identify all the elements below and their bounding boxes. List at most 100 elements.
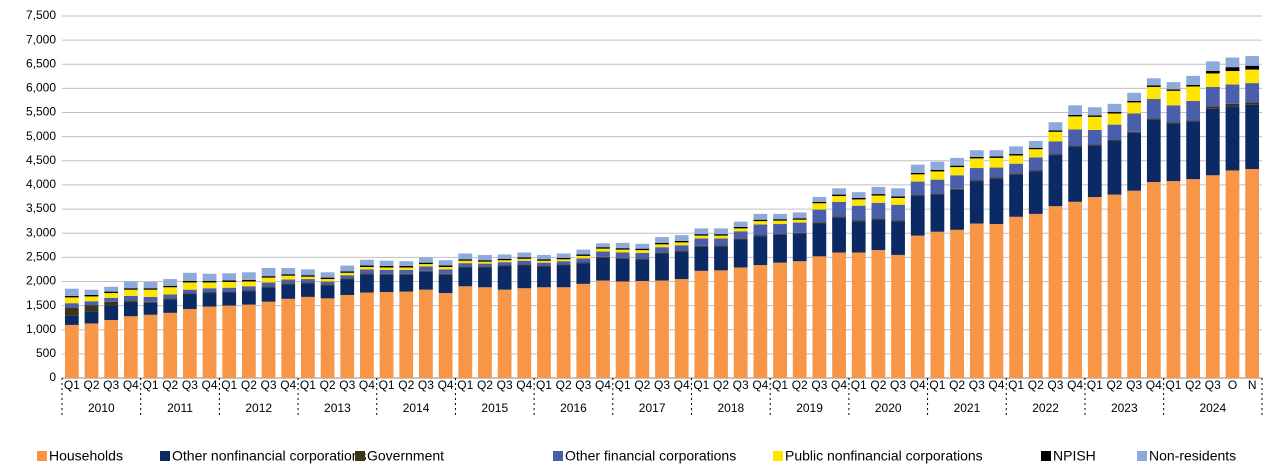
bar-segment: [242, 290, 256, 292]
bar-segment: [143, 296, 158, 302]
bar-segment: [517, 258, 532, 261]
bar-segment: [1127, 113, 1142, 132]
bar-segment: [261, 286, 276, 288]
bar-segment: [163, 287, 178, 295]
bar-segment: [202, 288, 217, 293]
bar-segment: [143, 288, 158, 290]
bar-segment: [851, 205, 866, 221]
bar-segment: [556, 261, 571, 265]
x-tick-label: Q3: [969, 378, 985, 392]
y-tick-label: 2,500: [26, 250, 56, 264]
bar-segment: [301, 282, 315, 284]
bar-segment: [222, 292, 237, 306]
bar-segment: [182, 282, 197, 290]
bar-segment: [773, 234, 787, 263]
legend-label: Non-residents: [1149, 448, 1236, 464]
bar-segment: [733, 267, 748, 378]
x-tick-label: O: [1228, 378, 1237, 392]
bar-segment: [753, 235, 768, 237]
bar-segment: [753, 221, 768, 225]
bar-segment: [556, 259, 571, 262]
bar-segment: [694, 234, 709, 236]
bar-segment: [202, 292, 217, 294]
bar-segment: [674, 251, 689, 253]
x-group-label: 2024: [1199, 401, 1226, 415]
x-tick-label: Q2: [634, 378, 650, 392]
bar-segment: [655, 242, 669, 245]
bar-segment: [1245, 56, 1260, 66]
x-tick-label: Q4: [202, 378, 218, 392]
bar-segment: [301, 276, 315, 280]
bar-segment: [399, 274, 414, 292]
bar-segment: [537, 266, 551, 288]
bar-segment: [281, 283, 296, 285]
bar-segment: [655, 280, 669, 378]
bar-segment: [812, 223, 827, 257]
bar-segment: [104, 320, 119, 378]
bar-segment: [891, 204, 905, 221]
bar-segment: [576, 258, 591, 263]
bar-segment: [910, 164, 925, 173]
bar-segment: [773, 262, 787, 378]
bar-segment: [792, 218, 807, 220]
bar-segment: [399, 266, 414, 268]
bar-segment: [969, 150, 984, 157]
bar-segment: [1225, 84, 1240, 104]
bar-segment: [261, 282, 276, 287]
bar-segment: [222, 287, 237, 292]
bar-segment: [497, 254, 512, 259]
bar-segment: [458, 253, 473, 260]
bar-segment: [635, 280, 650, 378]
bar-segment: [950, 157, 964, 166]
bar-segment: [1087, 107, 1102, 116]
bar-segment: [419, 271, 433, 290]
x-tick-label: Q3: [1126, 378, 1142, 392]
y-tick-label: 6,000: [26, 81, 56, 95]
x-tick-label: Q2: [398, 378, 414, 392]
bar-segment: [891, 220, 905, 222]
bar-segment: [792, 222, 807, 233]
bar-segment: [261, 287, 276, 302]
legend-swatch: [37, 451, 47, 461]
bar-segment: [832, 188, 846, 195]
bar-segment: [182, 280, 197, 283]
bar-segment: [930, 194, 945, 232]
bar-segment: [497, 289, 512, 378]
x-tick-label: Q4: [280, 378, 296, 392]
bar-segment: [714, 238, 728, 246]
bar-segment: [714, 228, 728, 235]
bar-segment: [674, 252, 689, 280]
bar-segment: [655, 253, 669, 281]
bar-segment: [832, 201, 846, 217]
legend-label: Other financial corporations: [565, 448, 736, 464]
bar-segment: [1127, 100, 1142, 103]
bar-segment: [517, 265, 532, 289]
bar-segment: [104, 301, 119, 306]
bar-segment: [379, 274, 394, 293]
bar-segment: [812, 203, 827, 210]
x-tick-label: Q1: [457, 378, 473, 392]
bar-segment: [517, 264, 532, 266]
bar-segment: [202, 293, 217, 307]
bar-segment: [222, 305, 237, 378]
bar-segment: [104, 286, 119, 292]
bar-segment: [1107, 113, 1122, 125]
bar-segment: [714, 270, 728, 378]
bar-segment: [1186, 85, 1201, 87]
bar-segment: [891, 221, 905, 255]
bar-segment: [478, 287, 492, 378]
bar-segment: [576, 255, 591, 259]
bar-segment: [596, 247, 610, 249]
bar-segment: [950, 167, 964, 176]
bar-segment: [989, 157, 1004, 168]
bar-segment: [1068, 146, 1082, 202]
bar-segment: [989, 167, 1004, 178]
x-tick-label: Q2: [1185, 378, 1201, 392]
bar-segment: [458, 259, 473, 261]
bar-segment: [1186, 121, 1201, 180]
bar-segment: [143, 302, 158, 315]
y-tick-label: 7,000: [26, 32, 56, 46]
bar-segment: [301, 275, 315, 277]
bar-segment: [694, 246, 709, 271]
bar-segment: [1245, 102, 1260, 105]
